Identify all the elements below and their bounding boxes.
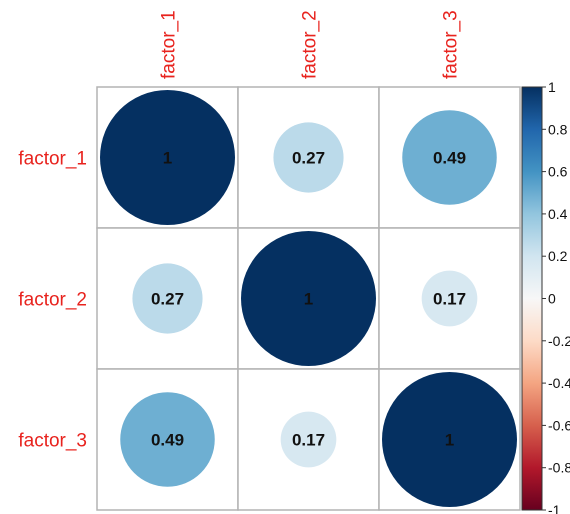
correlation-circle xyxy=(100,90,235,225)
column-label-factor-2: factor_2 xyxy=(300,10,321,79)
legend-color-bar xyxy=(521,86,543,511)
color-legend: 1 0.8 0.6 0.4 0.2 0 -0.2 -0.4 -0.6 -0.8 -1 xyxy=(521,79,570,514)
correlation-circle xyxy=(382,372,517,507)
correlation-value: 0.17 xyxy=(433,290,466,309)
correlation-value: 1 xyxy=(304,290,313,309)
correlation-value: 0.27 xyxy=(151,290,184,309)
legend-tick-label: -0.8 xyxy=(548,460,570,476)
row-label-factor-2: factor_2 xyxy=(18,290,87,311)
correlation-value: 0.49 xyxy=(151,431,184,450)
legend-tick-label: 0.2 xyxy=(548,248,568,264)
legend-tick-label: -0.2 xyxy=(548,333,570,349)
correlation-circle xyxy=(421,270,478,327)
correlation-value: 0.17 xyxy=(292,431,325,450)
legend-tick-label: -1 xyxy=(548,502,561,514)
column-label-factor-1: factor_1 xyxy=(159,10,180,79)
legend-tick-label: 0 xyxy=(548,291,556,307)
correlation-circle xyxy=(280,411,337,468)
column-labels: factor_1 factor_2 factor_3 xyxy=(159,10,462,79)
legend-tick-label: 0.4 xyxy=(548,206,568,222)
correlation-value: 1 xyxy=(445,431,454,450)
legend-tick-label: 0.6 xyxy=(548,164,568,180)
legend-tick-label: -0.6 xyxy=(548,417,570,433)
correlation-circles xyxy=(100,90,517,507)
correlation-circle xyxy=(402,110,497,205)
correlation-circle xyxy=(120,392,215,487)
grid-cell xyxy=(237,368,380,511)
correlation-circle xyxy=(132,263,203,334)
legend-tick-label: -0.4 xyxy=(548,375,570,391)
row-label-factor-1: factor_1 xyxy=(18,149,87,170)
row-label-factor-3: factor_3 xyxy=(18,431,87,452)
legend-tick-label: 1 xyxy=(548,79,556,95)
correlation-values: 1 0.27 0.49 0.27 1 0.17 0.49 0.17 1 xyxy=(151,149,466,450)
column-label-factor-3: factor_3 xyxy=(441,10,462,79)
correlation-circle xyxy=(241,231,376,366)
correlation-value: 1 xyxy=(163,149,172,168)
legend-tick-label: 0.8 xyxy=(548,121,568,137)
row-labels: factor_1 factor_2 factor_3 xyxy=(18,149,87,452)
correlation-value: 0.27 xyxy=(292,149,325,168)
correlation-circle xyxy=(273,122,344,193)
correlation-value: 0.49 xyxy=(433,149,466,168)
